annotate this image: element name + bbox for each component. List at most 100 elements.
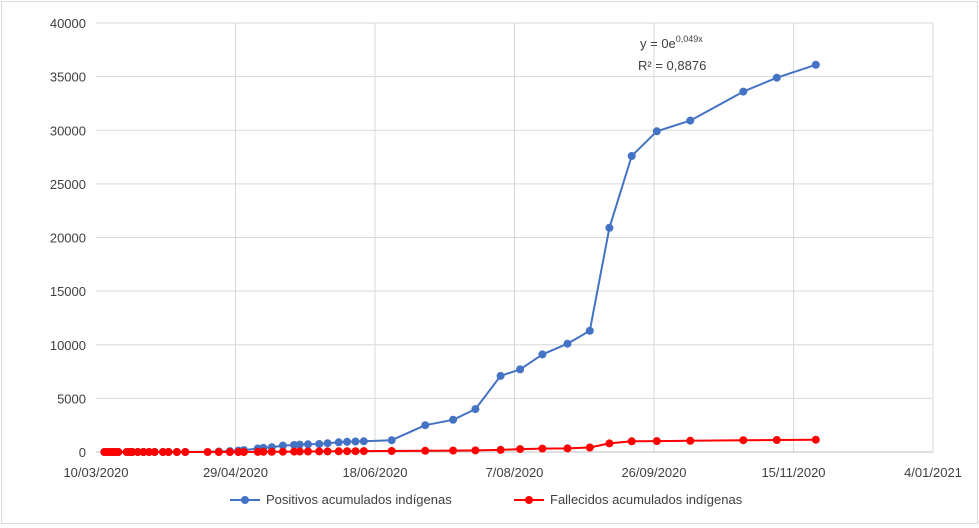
trendline-equation: y = 0e0,049x — [640, 34, 703, 51]
legend-item-positivos[interactable]: Positivos acumulados indígenas — [230, 492, 452, 507]
x-tick-label: 10/03/2020 — [63, 465, 128, 480]
data-point[interactable] — [239, 448, 248, 456]
data-point[interactable] — [315, 447, 324, 456]
data-point[interactable] — [605, 439, 614, 448]
data-point[interactable] — [421, 421, 430, 430]
data-point[interactable] — [214, 448, 223, 456]
data-point[interactable] — [315, 440, 324, 448]
data-point[interactable] — [359, 437, 368, 446]
data-point[interactable] — [253, 447, 262, 456]
data-point[interactable] — [811, 435, 820, 444]
data-point[interactable] — [627, 152, 636, 160]
data-point[interactable] — [351, 437, 360, 446]
data-point[interactable] — [449, 446, 458, 455]
data-point[interactable] — [496, 371, 505, 380]
data-point[interactable] — [605, 223, 614, 232]
data-point[interactable] — [343, 447, 352, 456]
data-point[interactable] — [563, 339, 572, 348]
data-point[interactable] — [421, 446, 430, 455]
y-tick-label: 20000 — [50, 231, 86, 246]
data-point[interactable] — [145, 448, 153, 456]
y-tick-label: 10000 — [50, 338, 86, 353]
data-point[interactable] — [772, 73, 781, 82]
data-point[interactable] — [225, 448, 234, 456]
y-tick-label: 30000 — [50, 123, 86, 138]
data-point[interactable] — [295, 447, 304, 456]
data-point[interactable] — [387, 447, 396, 455]
x-tick-label: 18/06/2020 — [342, 465, 407, 480]
data-point[interactable] — [128, 448, 137, 456]
data-point[interactable] — [323, 447, 332, 456]
x-tick-label: 15/11/2020 — [761, 465, 825, 480]
data-point[interactable] — [811, 60, 820, 69]
data-point[interactable] — [181, 448, 190, 456]
y-axis-tick-labels: 0 5000 10000 15000 20000 25000 30000 35000 40000 — [50, 16, 86, 460]
data-point[interactable] — [563, 444, 572, 453]
data-point[interactable] — [471, 405, 480, 414]
legend-label-fallecidos: Fallecidos acumulados indígenas — [550, 492, 743, 507]
data-point[interactable] — [133, 448, 142, 456]
data-point[interactable] — [334, 438, 343, 447]
series-line — [104, 63, 817, 453]
data-point[interactable] — [538, 350, 547, 359]
legend-label-positivos: Positivos acumulados indígenas — [266, 492, 452, 507]
data-point[interactable] — [334, 447, 343, 456]
data-point[interactable] — [304, 440, 312, 449]
x-tick-label: 29/04/2020 — [203, 465, 268, 480]
data-point[interactable] — [516, 445, 525, 454]
data-point[interactable] — [304, 447, 312, 456]
y-tick-label: 0 — [79, 445, 86, 460]
data-point[interactable] — [652, 127, 661, 136]
data-point[interactable] — [234, 448, 243, 456]
legend-marker-fallecidos — [525, 496, 533, 504]
data-point[interactable] — [585, 443, 594, 452]
legend: Positivos acumulados indígenas Fallecido… — [230, 492, 743, 507]
data-point[interactable] — [627, 437, 636, 446]
series-fallecidos — [100, 435, 820, 456]
x-tick-label: 26/09/2020 — [621, 465, 686, 480]
data-point[interactable] — [164, 448, 173, 456]
data-point[interactable] — [739, 87, 748, 96]
data-point[interactable] — [739, 436, 748, 445]
y-tick-label: 15000 — [50, 284, 86, 299]
y-tick-label: 40000 — [50, 16, 86, 31]
data-point[interactable] — [516, 365, 525, 374]
data-point[interactable] — [159, 448, 167, 456]
data-point[interactable] — [496, 445, 505, 454]
trendline-label: y = 0e0,049x R² = 0,8876 — [638, 34, 706, 73]
data-point[interactable] — [772, 436, 781, 444]
data-point[interactable] — [449, 415, 458, 424]
x-tick-label: 7/08/2020 — [486, 465, 544, 480]
data-point[interactable] — [278, 447, 287, 456]
data-point[interactable] — [387, 436, 396, 445]
data-point[interactable] — [686, 116, 695, 125]
y-tick-label: 25000 — [50, 177, 86, 192]
data-point[interactable] — [585, 326, 594, 335]
data-point[interactable] — [172, 448, 181, 456]
x-axis-tick-labels: 10/03/2020 29/04/2020 18/06/2020 7/08/2020 2… — [63, 465, 961, 480]
data-point[interactable] — [538, 444, 547, 453]
legend-item-fallecidos[interactable]: Fallecidos acumulados indígenas — [514, 492, 743, 507]
data-point[interactable] — [652, 437, 661, 446]
data-point[interactable] — [290, 447, 299, 456]
data-point[interactable] — [323, 439, 332, 448]
data-point[interactable] — [139, 448, 148, 456]
series-positivos — [100, 60, 820, 456]
data-point[interactable] — [471, 446, 480, 455]
data-point[interactable] — [343, 437, 352, 446]
trendline-r-squared: R² = 0,8876 — [638, 58, 706, 73]
data-point[interactable] — [267, 447, 276, 456]
data-point[interactable] — [359, 447, 368, 456]
data-point[interactable] — [686, 436, 695, 445]
x-tick-label: 4/01/2021 — [904, 465, 962, 480]
legend-marker-positivos — [241, 496, 249, 504]
data-point[interactable] — [259, 447, 268, 456]
data-point[interactable] — [114, 448, 123, 456]
data-point[interactable] — [351, 447, 360, 456]
data-point[interactable] — [150, 448, 159, 456]
y-tick-label: 35000 — [50, 70, 86, 85]
data-point[interactable] — [295, 440, 304, 449]
data-point[interactable] — [203, 448, 212, 456]
data-point[interactable] — [278, 441, 287, 450]
